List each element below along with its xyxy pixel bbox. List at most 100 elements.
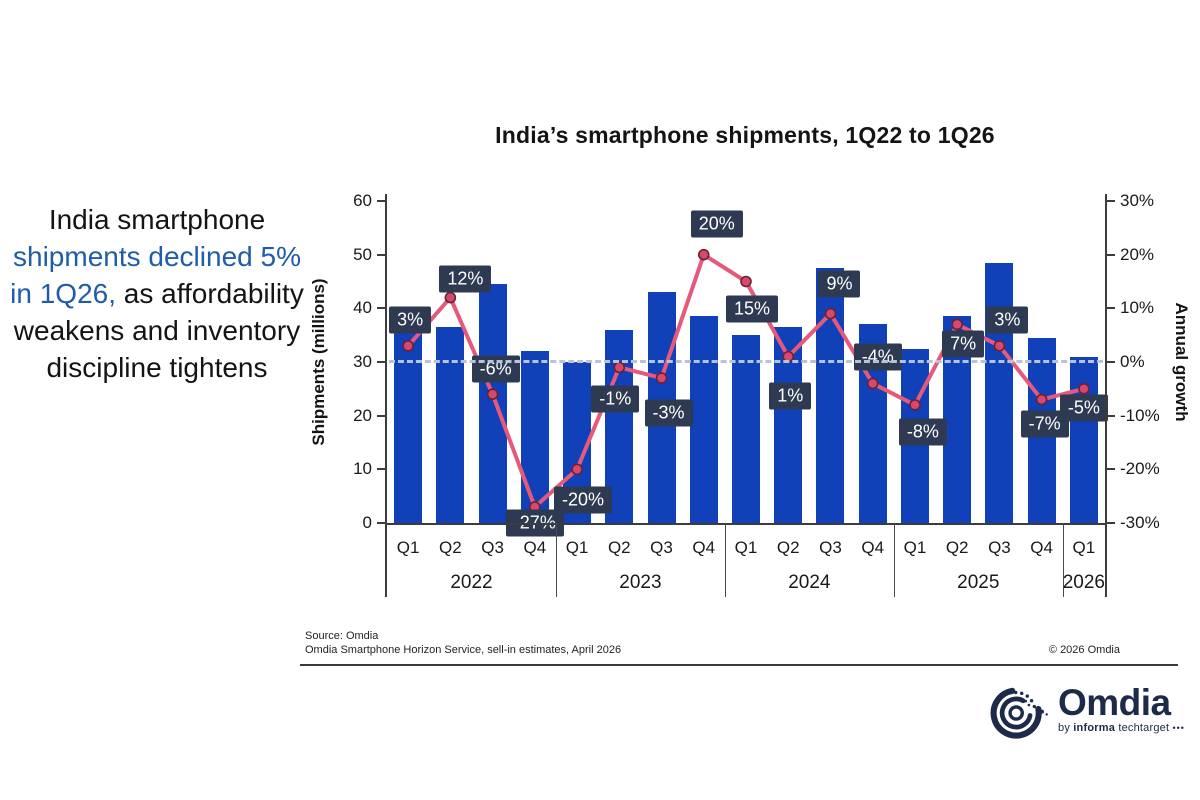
left-tick-10 [377, 468, 385, 471]
growth-label-15%: 15% [725, 295, 779, 322]
quarter-label-3: Q4 [523, 538, 547, 557]
left-tick-label-0: 0 [362, 513, 372, 532]
left-axis-title: Shipments (millions) [309, 278, 328, 446]
year-separator-2023 [555, 523, 558, 597]
year-separator-2025 [893, 523, 896, 597]
growth-label-1%: 1% [769, 382, 812, 410]
right-tick-label-30%: 30% [1120, 191, 1155, 210]
right-tick-label-0%: 0% [1120, 352, 1145, 371]
year-label-2023: 2023 [619, 572, 662, 593]
growth-label--3%: -3% [644, 399, 693, 427]
bar-Q3-14 [985, 262, 1014, 523]
source-note: Source: Omdia Omdia Smartphone Horizon S… [305, 629, 621, 658]
right-tick-label--10%: -10% [1120, 405, 1160, 425]
right-tick-label-20%: 20% [1120, 244, 1155, 264]
left-tick-30 [377, 361, 385, 363]
right-tick-10% [1107, 307, 1115, 310]
right-tick-30% [1107, 200, 1115, 202]
growth-marker-2 [486, 388, 499, 401]
right-tick-label--30%: -30% [1120, 513, 1160, 532]
growth-marker-15 [1035, 393, 1048, 406]
right-tick-label-10%: 10% [1120, 298, 1155, 318]
year-label-2024: 2024 [788, 572, 831, 593]
growth-label--27%: -27% [505, 509, 564, 537]
growth-marker-5 [613, 361, 626, 374]
left-tick-50 [377, 253, 385, 256]
omdia-logo: Omdia by informa techtarget ••• [988, 684, 1185, 747]
chart-title: India’s smartphone shipments, 1Q22 to 1Q… [495, 122, 995, 148]
quarter-label-7: Q4 [692, 538, 716, 557]
source-line2: Omdia Smartphone Horizon Service, sell-i… [305, 644, 622, 657]
source-line1: Source: Omdia [305, 630, 379, 642]
copyright: © 2026 Omdia [1048, 644, 1120, 656]
year-label-2026: 2026 [1062, 572, 1106, 593]
growth-marker-11 [866, 377, 879, 390]
headline-post: as affordability weakens and inventory d… [13, 277, 304, 383]
growth-marker-14 [993, 340, 1006, 352]
quarter-label-16: Q1 [1072, 538, 1096, 557]
growth-marker-6 [655, 372, 668, 384]
growth-marker-8 [740, 275, 752, 288]
omdia-logo-name: Omdia [1058, 682, 1171, 723]
quarter-label-12: Q1 [903, 538, 927, 557]
quarter-label-8: Q1 [734, 538, 758, 557]
bar-Q2-1 [436, 327, 465, 523]
growth-label-3%: 3% [389, 306, 432, 334]
left-tick-0 [377, 522, 385, 524]
right-axis-line [1105, 194, 1107, 597]
zero-growth-dashed-line [389, 360, 1103, 363]
growth-label--5%: -5% [1059, 394, 1108, 422]
growth-marker-0 [402, 340, 414, 352]
headline-pre: India smartphone [48, 204, 266, 235]
left-tick-label-40: 40 [353, 298, 372, 318]
left-tick-label-60: 60 [353, 191, 372, 210]
growth-label-3%: 3% [986, 306, 1029, 334]
growth-label-20%: 20% [690, 210, 743, 238]
left-tick-20 [377, 414, 385, 417]
year-label-2025: 2025 [957, 572, 1000, 593]
left-axis-line [385, 194, 387, 597]
year-separator-2026 [1062, 523, 1065, 597]
growth-label-9%: 9% [818, 270, 861, 298]
left-tick-60 [377, 200, 385, 202]
quarter-label-5: Q2 [607, 538, 631, 557]
footer-divider [300, 664, 1178, 666]
growth-label--20%: -20% [554, 486, 613, 514]
year-separator-2024 [724, 523, 727, 597]
quarter-label-2: Q3 [481, 538, 504, 557]
growth-marker-16 [1078, 383, 1090, 395]
left-tick-label-30: 30 [353, 352, 372, 371]
growth-marker-4 [571, 463, 583, 476]
growth-marker-7 [697, 248, 710, 261]
left-tick-label-20: 20 [353, 405, 372, 425]
left-tick-label-10: 10 [353, 459, 372, 479]
growth-label-7%: 7% [942, 330, 985, 358]
right-tick--20% [1107, 468, 1115, 471]
quarter-label-10: Q3 [819, 538, 842, 557]
headline: India smartphone shipments declined 5% i… [6, 202, 308, 387]
right-tick-20% [1107, 253, 1115, 256]
headline-highlight: shipments declined 5% in 1Q26, [10, 240, 301, 309]
growth-label--1%: -1% [591, 385, 640, 413]
omdia-logo-tagline: by informa techtarget ••• [1058, 722, 1185, 734]
bar-Q3-2 [478, 284, 507, 523]
growth-label--7%: -7% [1020, 410, 1069, 438]
bar-Q4-7 [689, 316, 718, 523]
quarter-label-11: Q4 [861, 538, 885, 557]
right-tick--30% [1107, 522, 1115, 524]
bar-Q1-8 [732, 335, 760, 523]
quarter-label-14: Q3 [988, 538, 1011, 557]
growth-label-12%: 12% [439, 265, 492, 293]
omdia-logo-text: Omdia by informa techtarget ••• [1058, 684, 1185, 734]
left-tick-label-50: 50 [353, 244, 372, 264]
quarter-label-13: Q2 [945, 538, 969, 557]
growth-label--4%: -4% [853, 343, 902, 371]
right-tick-label--20%: -20% [1120, 459, 1160, 479]
right-axis-title: Annual growth [1172, 302, 1191, 422]
quarter-label-15: Q4 [1030, 538, 1053, 557]
omdia-logo-icon [988, 684, 1050, 747]
growth-marker-10 [824, 307, 837, 320]
tagline-dots: ••• [1172, 723, 1185, 733]
